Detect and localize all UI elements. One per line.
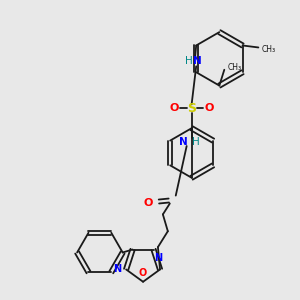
Text: O: O [144,197,153,208]
Text: CH₃: CH₃ [261,45,275,54]
Text: O: O [139,268,147,278]
Text: CH₃: CH₃ [227,63,242,72]
Text: N: N [179,137,188,147]
Text: N: N [193,56,202,66]
Text: H: H [185,56,193,66]
Text: S: S [187,102,196,115]
Text: H: H [192,137,200,147]
Text: N: N [113,264,121,274]
Text: N: N [154,254,163,263]
Text: O: O [205,103,214,113]
Text: O: O [169,103,178,113]
